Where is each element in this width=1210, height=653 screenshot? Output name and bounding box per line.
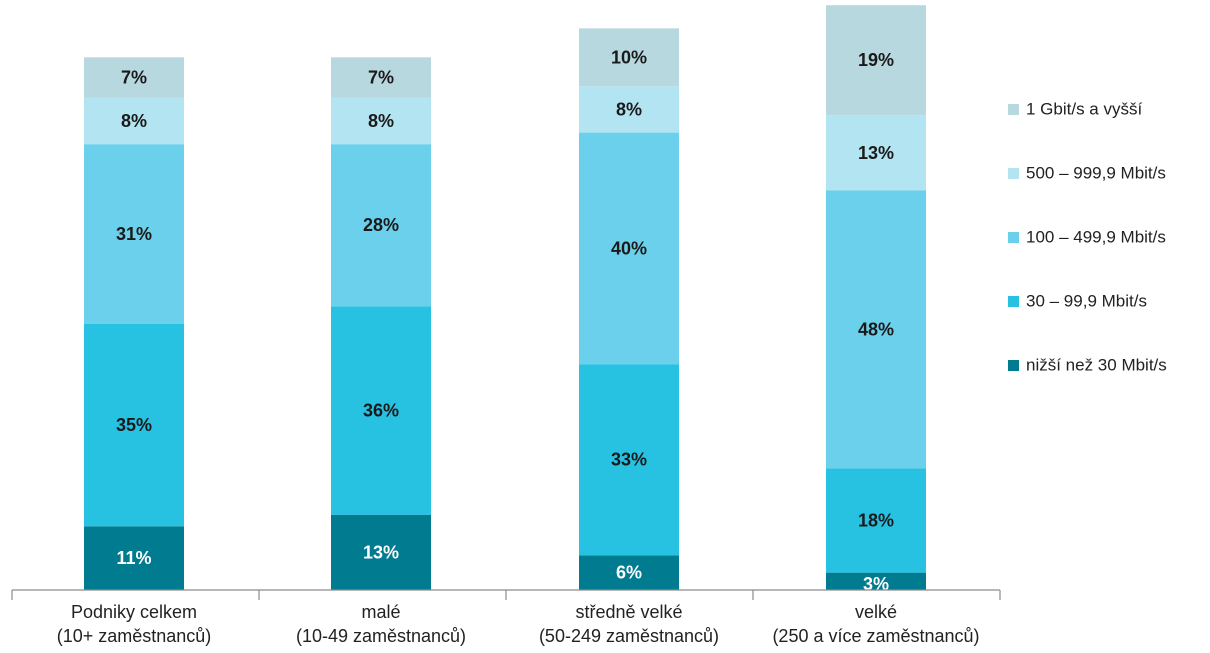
bar-segment-podniky-celkem-30-99-9-mbit-s: [84, 323, 184, 527]
bar-segment-stredne-velke-30-99-9-mbit-s: [579, 364, 679, 556]
bar-segment-male-100-499-9-mbit-s: [331, 144, 431, 307]
data-label: 7%: [121, 68, 147, 88]
bar-segment-podniky-celkem-nizsi-nez-30-mbit-s: [84, 526, 184, 590]
bar-segment-male-500-999-9-mbit-s: [331, 97, 431, 145]
data-label: 8%: [121, 111, 147, 131]
data-label: 48%: [858, 319, 894, 339]
bar-segment-male-1-gbit-s-a-vyssi: [331, 57, 431, 98]
data-label: 8%: [368, 111, 394, 131]
bar-segment-podniky-celkem-1-gbit-s-a-vyssi: [84, 57, 184, 98]
x-tick-label: (10-49 zaměstnanců): [296, 626, 466, 646]
data-label: 11%: [116, 548, 151, 568]
data-label: 31%: [116, 224, 152, 244]
bar-segment-male-30-99-9-mbit-s: [331, 306, 431, 515]
legend-swatch-nizsi-nez-30-mbit-s: [1008, 360, 1019, 371]
data-label: 13%: [363, 542, 399, 562]
bar-segment-stredne-velke-nizsi-nez-30-mbit-s: [579, 555, 679, 590]
bar-segment-male-nizsi-nez-30-mbit-s: [331, 514, 431, 590]
bar-segment-velke-nizsi-nez-30-mbit-s: [826, 572, 926, 590]
x-tick-label: (50-249 zaměstnanců): [539, 626, 719, 646]
legend-label-1-gbit-s-a-vyssi: 1 Gbit/s a vyšší: [1026, 100, 1142, 119]
legend-label-500-999-9-mbit-s: 500 – 999,9 Mbit/s: [1026, 164, 1166, 183]
bar-segment-podniky-celkem-500-999-9-mbit-s: [84, 97, 184, 145]
x-tick-label: malé: [361, 602, 400, 622]
bars-group: 11% 35% 31% 8% 7% 13% 36% 28% 8% 7% 6% 33% 40% 8% 10% 3…: [84, 5, 926, 594]
legend-swatch-500-999-9-mbit-s: [1008, 168, 1019, 179]
data-label: 28%: [363, 215, 399, 235]
bar-segment-stredne-velke-100-499-9-mbit-s: [579, 132, 679, 365]
x-axis: Podniky celkem (10+ zaměstnanců) malé (10-4…: [11, 589, 1001, 646]
bar-segment-stredne-velke-1-gbit-s-a-vyssi: [579, 28, 679, 87]
bar-segment-velke-100-499-9-mbit-s: [826, 190, 926, 469]
data-label: 8%: [616, 99, 642, 119]
legend-swatch-1-gbit-s-a-vyssi: [1008, 104, 1019, 115]
data-label: 35%: [116, 415, 152, 435]
bar-segment-velke-30-99-9-mbit-s: [826, 468, 926, 573]
data-label: 13%: [858, 143, 894, 163]
legend-swatch-30-99-9-mbit-s: [1008, 296, 1019, 307]
data-label: 18%: [858, 511, 894, 531]
bar-segment-velke-500-999-9-mbit-s: [826, 115, 926, 191]
legend-label-30-99-9-mbit-s: 30 – 99,9 Mbit/s: [1026, 292, 1147, 311]
legend-swatch-100-499-9-mbit-s: [1008, 232, 1019, 243]
data-label: 19%: [858, 50, 894, 70]
legend-label-100-499-9-mbit-s: 100 – 499,9 Mbit/s: [1026, 228, 1166, 247]
bar-segment-velke-1-gbit-s-a-vyssi: [826, 5, 926, 116]
data-label: 7%: [368, 68, 394, 88]
data-label: 33%: [611, 450, 647, 470]
x-tick-label: velké: [855, 602, 897, 622]
bar-segment-podniky-celkem-100-499-9-mbit-s: [84, 144, 184, 324]
bar-segment-stredne-velke-500-999-9-mbit-s: [579, 86, 679, 133]
x-tick-label: (250 a více zaměstnanců): [772, 626, 979, 646]
legend: 1 Gbit/s a vyšší 500 – 999,9 Mbit/s 100 – …: [1008, 100, 1167, 375]
data-label: 3%: [863, 574, 889, 594]
data-label: 36%: [363, 401, 399, 421]
legend-label-nizsi-nez-30-mbit-s: nižší než 30 Mbit/s: [1026, 356, 1167, 375]
data-label: 10%: [611, 47, 647, 67]
data-label: 6%: [616, 563, 642, 583]
x-tick-label: středně velké: [575, 602, 682, 622]
data-label: 40%: [611, 238, 647, 258]
x-tick-label: (10+ zaměstnanců): [57, 626, 212, 646]
x-tick-label: Podniky celkem: [71, 602, 197, 622]
